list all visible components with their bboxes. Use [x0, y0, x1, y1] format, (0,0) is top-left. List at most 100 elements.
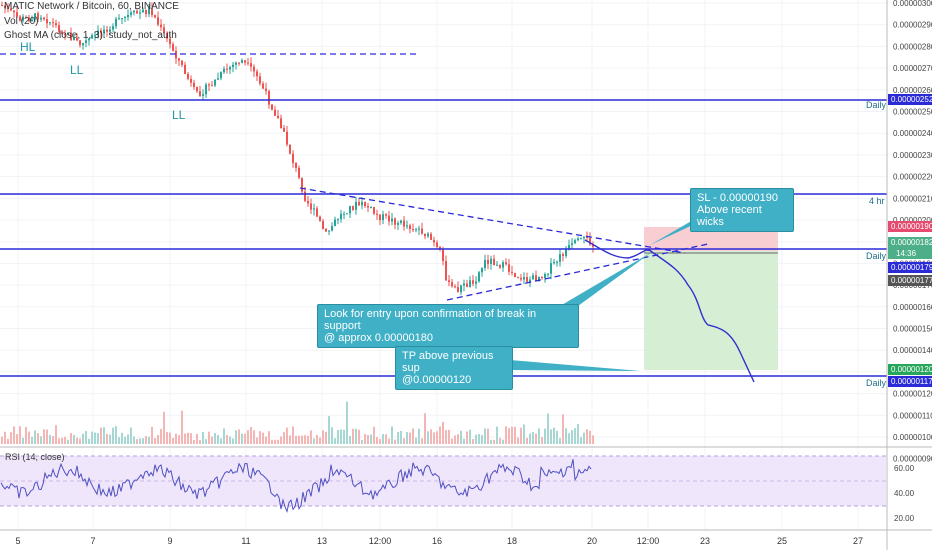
symbol-title[interactable]: MATIC Network / Bitcoin, 60, BINANCE — [4, 1, 179, 12]
candle-body — [196, 87, 198, 92]
candle-body — [493, 258, 495, 266]
volume-bar — [481, 435, 483, 444]
price-tick: 0.00000230 — [893, 151, 932, 160]
upper-trendline[interactable] — [299, 187, 686, 254]
candle-body — [523, 277, 525, 280]
volume-bar — [400, 431, 402, 444]
candle-body — [577, 238, 579, 241]
candle-body — [418, 228, 420, 230]
lower-trendline[interactable] — [446, 243, 709, 301]
candle-body — [19, 16, 21, 21]
candle-body — [508, 264, 510, 272]
time-tick: 23 — [700, 536, 710, 546]
volume-bar — [532, 431, 534, 444]
volume-bar — [208, 431, 210, 444]
candle-body — [331, 226, 333, 231]
volume-bar — [499, 437, 501, 444]
volume-bar — [493, 439, 495, 444]
volume-bar — [364, 433, 366, 444]
candle-body — [244, 60, 246, 63]
candle-body — [409, 225, 411, 230]
candle-body — [199, 91, 201, 97]
candle-body — [415, 229, 417, 231]
volume-bar — [268, 431, 270, 444]
candle-body — [469, 280, 471, 287]
price-label-tp-120: 0.00000120 — [888, 364, 932, 375]
volume-bar — [226, 434, 228, 444]
candle-body — [526, 277, 528, 282]
candle-body — [289, 144, 291, 154]
volume-bar — [187, 432, 189, 444]
price-tick: 0.00000090 — [893, 455, 932, 464]
volume-legend[interactable]: Vol (20) — [4, 16, 39, 27]
candle-body — [112, 26, 114, 30]
volume-bar — [559, 438, 561, 444]
candle-body — [55, 23, 57, 26]
volume-bar — [298, 435, 300, 444]
volume-bar — [442, 421, 444, 444]
candle-body — [517, 277, 519, 279]
volume-bar — [253, 430, 255, 444]
volume-bar — [127, 434, 129, 444]
candle-body — [475, 281, 477, 284]
volume-bar — [502, 439, 504, 444]
rsi-tick-20: 20.00 — [894, 514, 915, 523]
volume-bar — [16, 434, 18, 444]
volume-bar — [64, 436, 66, 444]
volume-bar — [172, 438, 174, 444]
time-tick: 9 — [167, 536, 172, 546]
volume-bar — [193, 439, 195, 444]
volume-bar — [79, 438, 81, 444]
candle-body — [58, 25, 60, 32]
indicator-legend[interactable]: Ghost MA (close, 1, 3): study_not_auth — [4, 30, 177, 41]
candle-body — [262, 83, 264, 89]
volume-bar — [562, 414, 564, 444]
volume-bar — [289, 435, 291, 444]
stop-loss-note[interactable]: SL - 0.00000190 Above recent wicks — [690, 188, 794, 232]
candle-body — [151, 8, 153, 16]
volume-bar — [337, 430, 339, 444]
candle-body — [589, 238, 591, 245]
rsi-title: RSI (14, close) — [5, 452, 65, 462]
candle-body — [514, 272, 516, 278]
candle-body — [202, 94, 204, 97]
volume-bar — [397, 432, 399, 444]
volume-bar — [67, 439, 69, 444]
candle-body — [274, 109, 276, 116]
candle-body — [325, 228, 327, 232]
candle-body — [10, 8, 12, 11]
candle-body — [400, 220, 402, 223]
candle-body — [121, 18, 123, 20]
candle-body — [388, 215, 390, 222]
candle-body — [16, 12, 18, 17]
candle-body — [52, 22, 54, 24]
volume-bar — [538, 428, 540, 444]
volume-bar — [547, 413, 549, 444]
candle-body — [172, 44, 174, 51]
candle-body — [424, 233, 426, 237]
volume-bar — [316, 434, 318, 444]
volume-bar — [154, 438, 156, 444]
candle-body — [88, 38, 90, 41]
take-profit-note[interactable]: TP above previous sup @0.00000120 — [395, 346, 513, 390]
volume-bar — [244, 433, 246, 444]
projection-path[interactable] — [584, 239, 755, 383]
candle-body — [484, 259, 486, 269]
candle-body — [190, 78, 192, 83]
candle-body — [163, 27, 165, 34]
volume-bar — [430, 429, 432, 444]
entry-note[interactable]: Look for entry upon confirmation of brea… — [317, 304, 579, 348]
candle-body — [574, 240, 576, 244]
time-axis[interactable]: 5 7 9 11 13 12:00 16 18 20 12:00 23 25 27 — [15, 536, 863, 546]
candle-body — [106, 29, 108, 32]
volume-bar — [433, 432, 435, 444]
candle-body — [412, 229, 414, 231]
candle-body — [91, 35, 93, 39]
volume-bar — [403, 438, 405, 444]
candle-body — [430, 233, 432, 240]
volume-bar — [157, 435, 159, 444]
entry-note-pointer — [560, 252, 652, 306]
volume-bar — [100, 427, 102, 444]
candle-body — [67, 32, 69, 35]
